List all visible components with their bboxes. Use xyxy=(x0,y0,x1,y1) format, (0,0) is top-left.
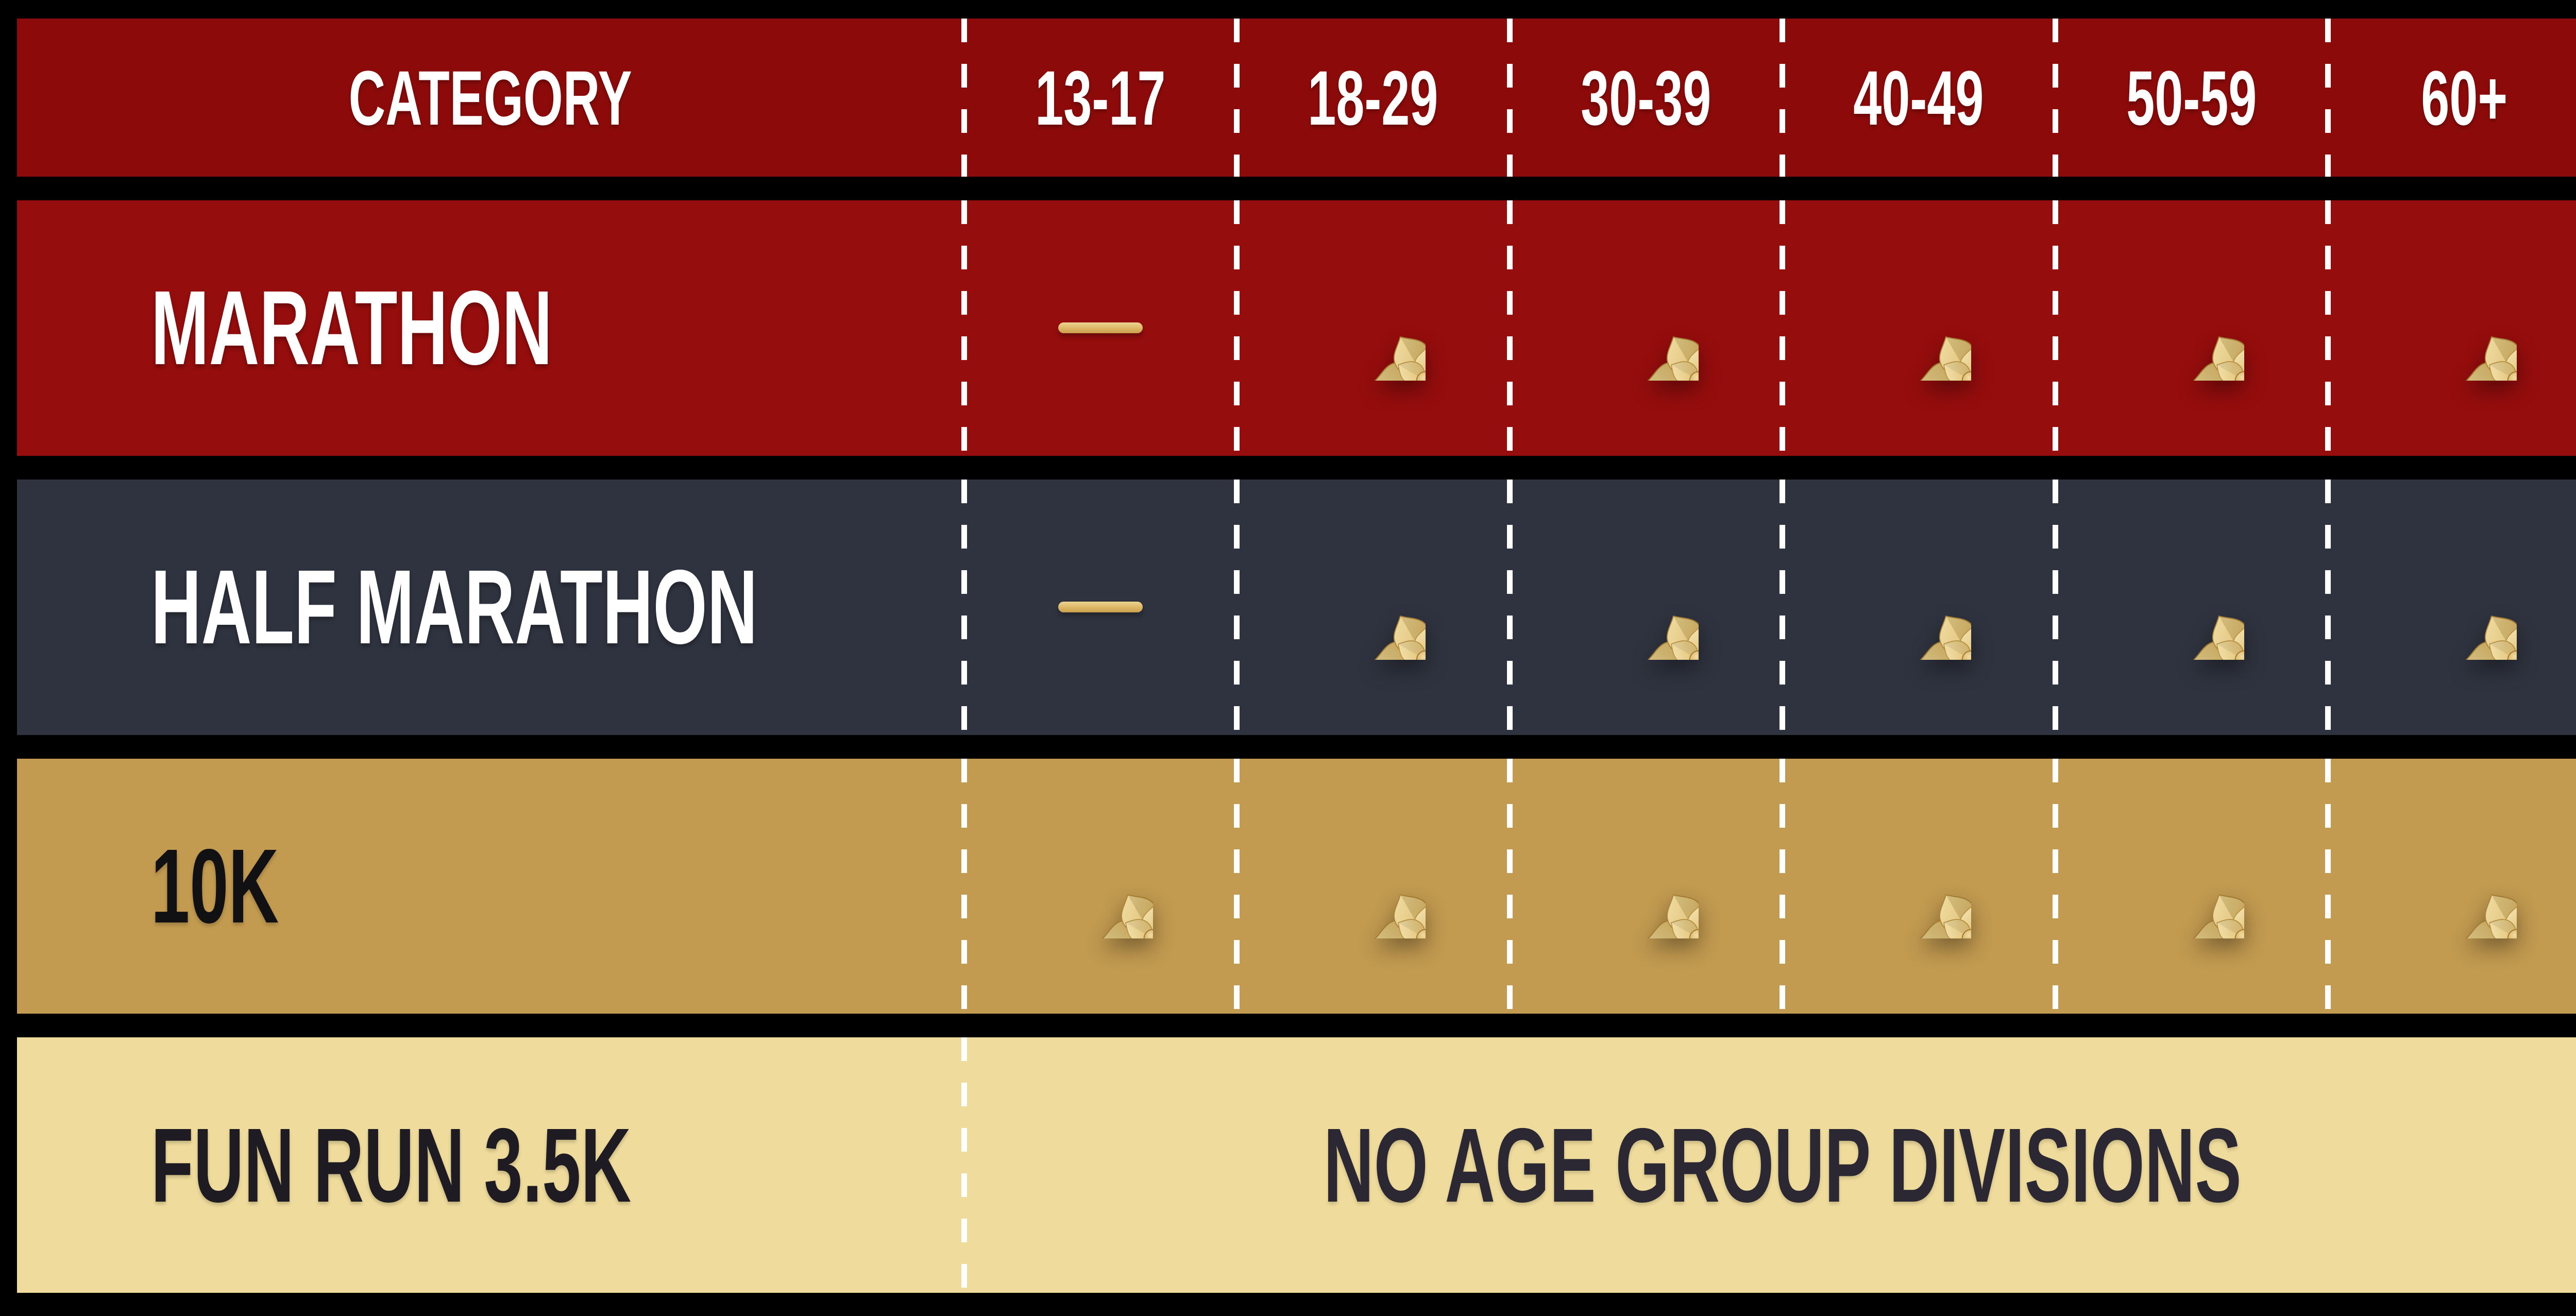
lotus-flower-icon xyxy=(2139,833,2244,938)
dash-icon xyxy=(1058,602,1143,613)
cell-marathon-18-29 xyxy=(1234,200,1509,456)
row-label: 10K xyxy=(151,827,279,945)
lotus-flower-icon xyxy=(1320,276,1426,381)
lotus-flower-icon xyxy=(2412,833,2517,938)
cell-funrun-merged-note: NO AGE GROUP DIVISIONS xyxy=(961,1037,2576,1293)
row-label-cell: FUN RUN 3.5K xyxy=(17,1037,964,1293)
header-cell-40-49: 40-49 xyxy=(1780,19,2055,177)
header-cell-category: CATEGORY xyxy=(17,19,964,177)
row-label: FUN RUN 3.5K xyxy=(151,1106,632,1224)
row-label: MARATHON xyxy=(151,269,553,387)
table-row-half-marathon: HALF MARATHON xyxy=(17,479,2576,735)
cell-half-40-49 xyxy=(1780,479,2055,735)
row-gap xyxy=(17,456,2576,480)
lotus-flower-icon xyxy=(1320,833,1426,938)
lotus-flower-icon xyxy=(2412,555,2517,660)
cell-marathon-60plus xyxy=(2325,200,2576,456)
no-age-group-divisions-note: NO AGE GROUP DIVISIONS xyxy=(1323,1106,2242,1224)
header-cell-30-39: 30-39 xyxy=(1506,19,1782,177)
cell-10k-40-49 xyxy=(1780,758,2055,1014)
cell-marathon-50-59 xyxy=(2052,200,2328,456)
lotus-flower-icon xyxy=(2412,276,2517,381)
cell-half-50-59 xyxy=(2052,479,2328,735)
header-row: CATEGORY 13-17 18-29 30-39 40-49 50-59 6… xyxy=(17,19,2576,177)
lotus-flower-icon xyxy=(1866,555,1971,660)
cell-10k-18-29 xyxy=(1234,758,1509,1014)
cell-10k-60plus xyxy=(2325,758,2576,1014)
lotus-flower-icon xyxy=(1866,276,1971,381)
lotus-flower-icon xyxy=(1594,276,1699,381)
lotus-flower-icon xyxy=(1048,833,1153,938)
row-gap xyxy=(17,735,2576,759)
lotus-flower-icon xyxy=(1866,833,1971,938)
age-group-table: CATEGORY 13-17 18-29 30-39 40-49 50-59 6… xyxy=(17,19,2576,1293)
header-age-label: 18-29 xyxy=(1308,54,1438,141)
header-cell-13-17: 13-17 xyxy=(961,19,1236,177)
header-age-label: 40-49 xyxy=(1853,54,1984,141)
table-row-marathon: MARATHON xyxy=(17,200,2576,456)
lotus-flower-icon xyxy=(1594,833,1699,938)
lotus-flower-icon xyxy=(1594,555,1699,660)
row-gap xyxy=(17,177,2576,200)
cell-marathon-13-17 xyxy=(961,200,1236,456)
dash-icon xyxy=(1058,322,1143,334)
header-cell-50-59: 50-59 xyxy=(2052,19,2328,177)
row-gap xyxy=(17,1014,2576,1037)
header-age-label: 30-39 xyxy=(1581,54,1711,141)
header-age-label: 50-59 xyxy=(2126,54,2257,141)
lotus-flower-icon xyxy=(2139,555,2244,660)
row-label-cell: HALF MARATHON xyxy=(17,480,964,735)
table-row-10k: 10K xyxy=(17,758,2576,1014)
header-category-label: CATEGORY xyxy=(348,54,633,141)
cell-10k-13-17 xyxy=(961,758,1236,1014)
cell-half-18-29 xyxy=(1234,479,1509,735)
header-cell-60plus: 60+ xyxy=(2325,19,2576,177)
row-label-cell: 10K xyxy=(17,759,964,1014)
lotus-flower-icon xyxy=(2139,276,2244,381)
cell-half-30-39 xyxy=(1506,479,1782,735)
header-cell-18-29: 18-29 xyxy=(1234,19,1509,177)
cell-marathon-40-49 xyxy=(1780,200,2055,456)
cell-10k-30-39 xyxy=(1506,758,1782,1014)
lotus-flower-icon xyxy=(1320,555,1426,660)
header-age-label: 60+ xyxy=(2421,54,2508,141)
row-label-cell: MARATHON xyxy=(17,200,964,456)
cell-half-60plus xyxy=(2325,479,2576,735)
header-age-label: 13-17 xyxy=(1035,54,1166,141)
table-row-fun-run: FUN RUN 3.5K NO AGE GROUP DIVISIONS xyxy=(17,1037,2576,1293)
cell-half-13-17 xyxy=(961,479,1236,735)
cell-marathon-30-39 xyxy=(1506,200,1782,456)
cell-10k-50-59 xyxy=(2052,758,2328,1014)
row-label: HALF MARATHON xyxy=(151,548,758,666)
